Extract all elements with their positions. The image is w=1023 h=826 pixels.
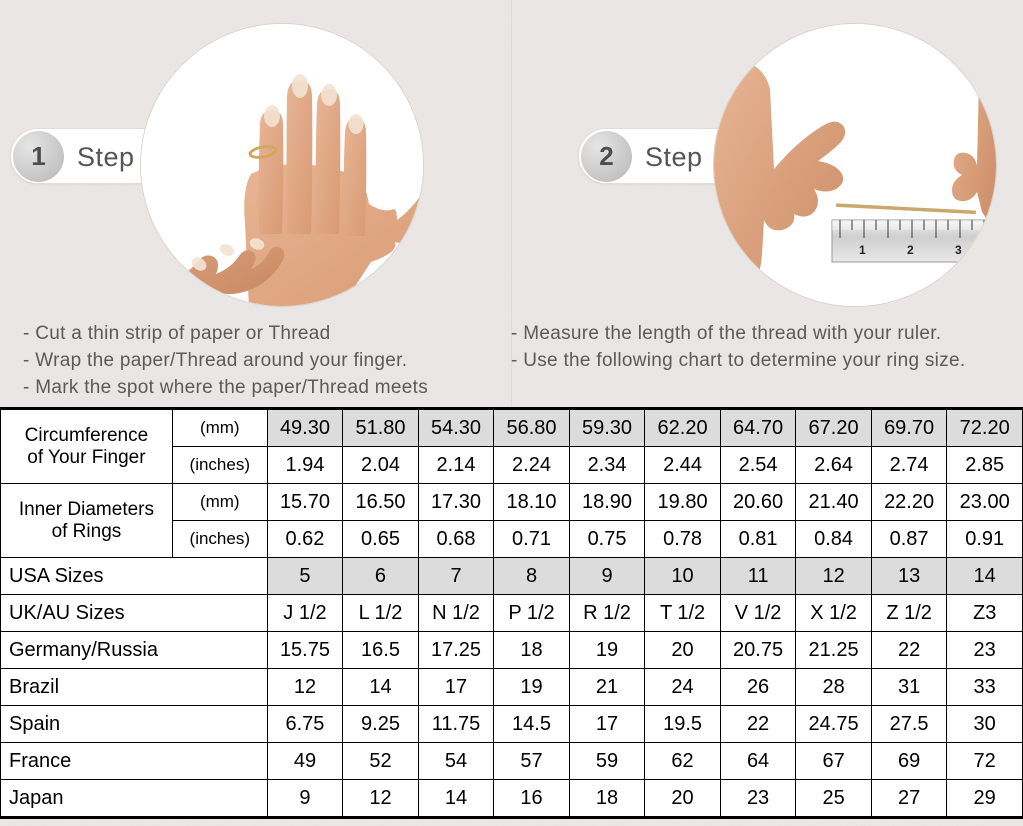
svg-text:1: 1: [859, 243, 866, 257]
svg-text:2: 2: [907, 243, 914, 257]
svg-text:3: 3: [955, 243, 962, 257]
